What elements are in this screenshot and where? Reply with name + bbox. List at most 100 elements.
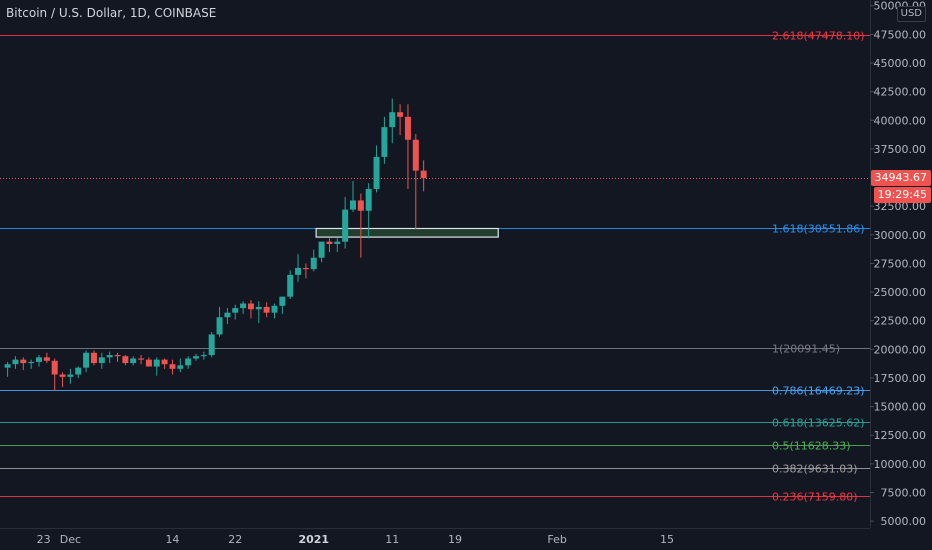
candle-body-5 — [43, 357, 50, 361]
candle-body-3 — [28, 361, 35, 364]
candle-52 — [412, 134, 419, 230]
price-tick-5: 17500.00 — [874, 372, 927, 385]
candle-body-17 — [138, 358, 145, 360]
fib-label-1: 1.618(30551.86) — [772, 223, 865, 236]
candle-body-24 — [193, 356, 199, 359]
time-axis: 23 Dec 14 22 2021 11 19 Feb 15 — [0, 528, 870, 546]
candle-body-12 — [98, 357, 105, 364]
candle-45 — [357, 193, 364, 258]
candle-8 — [67, 368, 74, 384]
candle-body-7 — [59, 374, 66, 377]
candle-22 — [177, 358, 184, 373]
price-tick-15: 42500.00 — [874, 86, 927, 99]
candle-43 — [342, 196, 349, 249]
candle-body-37 — [295, 268, 302, 275]
candle-29 — [232, 304, 239, 320]
fibonacci-levels: 2.618(47478.10) 1.618(30551.86) 1(20091.45… — [0, 30, 870, 504]
candle-51 — [404, 104, 411, 189]
price-tick-13: 37500.00 — [874, 143, 927, 156]
candle-38 — [302, 263, 309, 279]
candle-17 — [138, 355, 145, 365]
fib-label-3: 0.786(16469.23) — [772, 385, 865, 398]
candle-body-45 — [357, 200, 364, 211]
candle-body-1 — [12, 359, 19, 365]
price-tick-3: 12500.00 — [874, 429, 927, 442]
time-tick-8: 15 — [660, 533, 674, 546]
price-tick-4: 15000.00 — [874, 401, 927, 414]
candle-37 — [295, 254, 302, 282]
candle-body-52 — [412, 139, 419, 171]
candle-18 — [145, 357, 152, 367]
candle-41 — [326, 238, 333, 252]
candle-body-26 — [208, 334, 215, 356]
candle-body-31 — [247, 303, 254, 310]
fib-label-2: 1(20091.45) — [772, 343, 840, 356]
candle-19 — [153, 357, 160, 376]
time-tick-1: Dec — [60, 533, 81, 546]
candle-42 — [334, 238, 341, 252]
currency-label[interactable]: USD — [896, 6, 926, 22]
candle-body-6 — [51, 360, 58, 375]
fib-label-6: 0.382(9631.03) — [772, 463, 858, 476]
candle-body-41 — [326, 241, 333, 244]
time-tick-3: 22 — [228, 533, 242, 546]
candle-body-0 — [4, 364, 11, 368]
candle-2 — [20, 357, 27, 370]
candle-body-23 — [185, 358, 192, 366]
candle-body-15 — [122, 356, 129, 364]
chart-title: Bitcoin / U.S. Dollar, 1D, COINBASE — [6, 6, 217, 20]
candle-body-51 — [404, 116, 411, 140]
price-axis-bg — [870, 0, 932, 550]
candle-36 — [287, 270, 294, 299]
candle-body-39 — [310, 257, 317, 270]
candle-body-29 — [232, 308, 239, 313]
candle-33 — [263, 302, 270, 318]
candle-46 — [365, 183, 372, 239]
candle-20 — [161, 358, 168, 369]
fib-label-0: 2.618(47478.10) — [772, 30, 865, 43]
price-tick-6: 20000.00 — [874, 343, 927, 356]
candle-body-48 — [381, 127, 388, 157]
last-price-badge: 34943.67 — [870, 170, 931, 187]
candle-49 — [389, 98, 396, 144]
candle-7 — [59, 372, 66, 388]
candle-body-33 — [263, 306, 270, 313]
candle-body-40 — [318, 241, 325, 258]
candle-48 — [381, 116, 388, 164]
candle-body-53 — [420, 170, 427, 179]
price-tick-16: 45000.00 — [874, 57, 927, 70]
candle-40 — [318, 241, 325, 263]
candle-0 — [4, 361, 11, 377]
price-tick-10: 30000.00 — [874, 229, 927, 242]
candle-body-14 — [114, 355, 121, 357]
candle-body-19 — [153, 359, 160, 367]
candle-body-10 — [83, 352, 90, 368]
time-tick-6: 19 — [448, 533, 462, 546]
price-tick-8: 25000.00 — [874, 286, 927, 299]
candle-body-36 — [287, 274, 294, 297]
candle-body-32 — [255, 306, 262, 310]
candle-39 — [310, 249, 317, 272]
price-tick-2: 10000.00 — [874, 458, 927, 471]
candle-34 — [271, 303, 278, 319]
candle-28 — [224, 308, 231, 325]
time-tick-0: 23 — [37, 533, 51, 546]
candle-24 — [193, 353, 199, 361]
candle-body-13 — [106, 355, 113, 358]
candle-body-42 — [334, 241, 341, 244]
candle-3 — [28, 359, 35, 369]
candle-body-28 — [224, 312, 231, 318]
candle-50 — [397, 104, 404, 136]
candle-body-8 — [67, 374, 74, 377]
candle-21 — [169, 359, 176, 375]
candle-11 — [90, 350, 97, 366]
candle-body-16 — [130, 358, 137, 364]
price-tick-14: 40000.00 — [874, 114, 927, 127]
time-tick-5: 11 — [385, 533, 399, 546]
candle-body-2 — [20, 359, 27, 364]
candle-body-27 — [216, 317, 223, 335]
candle-31 — [247, 300, 254, 319]
candle-body-21 — [169, 364, 176, 369]
candle-body-44 — [350, 200, 356, 210]
